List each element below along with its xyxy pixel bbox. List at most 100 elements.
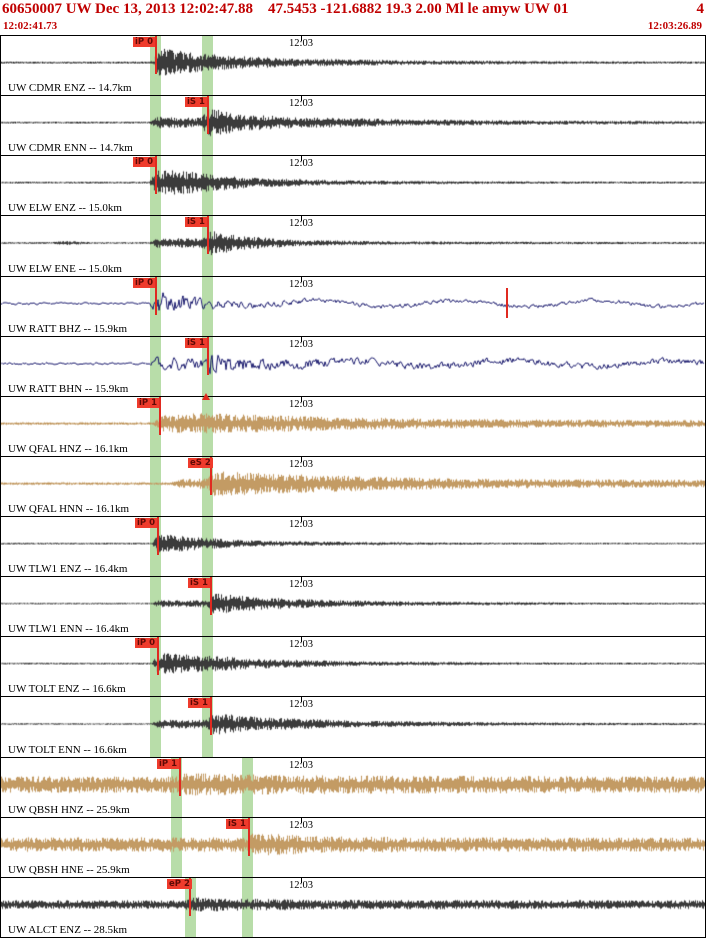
phase-pick-line[interactable] bbox=[157, 637, 159, 676]
event-header: 60650007 UW Dec 13, 2013 12:02:47.88 47.… bbox=[0, 0, 706, 35]
phase-pick-label[interactable]: iP 0 bbox=[135, 518, 158, 529]
minute-tick bbox=[301, 757, 302, 763]
minute-tick bbox=[301, 156, 302, 162]
trace-row-2[interactable]: 12:03 UW CDMR ENN -- 14.7km iS 1 bbox=[1, 95, 705, 156]
waveform-canvas[interactable] bbox=[1, 396, 705, 456]
phase-pick-label[interactable]: eP 2 bbox=[167, 878, 192, 889]
phase-pick-label[interactable]: iS 1 bbox=[188, 578, 210, 589]
phase-pick-line[interactable] bbox=[207, 96, 209, 135]
trace-row-3[interactable]: 12:03 UW ELW ENZ -- 15.0km iP 0 bbox=[1, 155, 705, 216]
waveform-canvas[interactable] bbox=[1, 577, 705, 637]
trace-row-7[interactable]: 12:03 UW QFAL HNZ -- 16.1km iP 1 bbox=[1, 395, 705, 456]
minute-tick bbox=[301, 517, 302, 523]
phase-pick-line[interactable] bbox=[248, 817, 250, 856]
station-label: UW TOLT ENZ -- 16.6km bbox=[8, 683, 126, 696]
event-title: 60650007 UW Dec 13, 2013 12:02:47.88 47.… bbox=[2, 1, 569, 17]
time-tick-label: 12:03 bbox=[289, 519, 313, 531]
station-label: UW CDMR ENZ -- 14.7km bbox=[8, 82, 132, 95]
minute-tick bbox=[301, 697, 302, 703]
station-label: UW RATT BHN -- 15.9km bbox=[8, 382, 129, 395]
waveform-canvas[interactable] bbox=[1, 276, 705, 336]
waveform-canvas[interactable] bbox=[1, 36, 705, 96]
waveform-canvas[interactable] bbox=[1, 96, 705, 156]
time-tick-label: 12:03 bbox=[289, 278, 313, 290]
trace-row-14[interactable]: 12:03 UW QBSH HNE -- 25.9km iS 1 bbox=[1, 816, 705, 877]
phase-pick-label[interactable]: iS 1 bbox=[185, 97, 207, 108]
phase-pick-label[interactable]: iP 1 bbox=[137, 397, 160, 408]
phase-pick-label[interactable]: iP 0 bbox=[133, 277, 156, 288]
phase-pick-label[interactable]: iS 1 bbox=[185, 217, 207, 228]
trace-row-11[interactable]: 12:03 UW TOLT ENZ -- 16.6km iP 0 bbox=[1, 636, 705, 697]
phase-pick-label[interactable]: iS 1 bbox=[226, 818, 248, 829]
phase-pick-line[interactable] bbox=[157, 517, 159, 556]
phase-pick-line[interactable] bbox=[207, 336, 209, 375]
time-tick-label: 12:03 bbox=[289, 398, 313, 410]
waveform-canvas[interactable] bbox=[1, 817, 705, 877]
phase-pick-line[interactable] bbox=[210, 456, 212, 495]
trace-row-1[interactable]: 12:03 UW CDMR ENZ -- 14.7km iP 0 bbox=[1, 35, 705, 96]
time-tick-label: 12:03 bbox=[289, 338, 313, 350]
station-label: UW TLW1 ENZ -- 16.4km bbox=[8, 563, 128, 576]
station-label: UW TLW1 ENN -- 16.4km bbox=[8, 623, 129, 636]
time-tick-label: 12:03 bbox=[289, 759, 313, 771]
trace-row-5[interactable]: 12:03 UW RATT BHZ -- 15.9km iP 0 bbox=[1, 275, 705, 336]
event-flag: 4 bbox=[693, 1, 704, 18]
waveform-canvas[interactable] bbox=[1, 216, 705, 276]
minute-tick bbox=[301, 637, 302, 643]
time-tick-label: 12:03 bbox=[289, 879, 313, 891]
time-tick-label: 12:03 bbox=[289, 579, 313, 591]
station-label: UW RATT BHZ -- 15.9km bbox=[8, 322, 128, 335]
trace-row-13[interactable]: 12:03 UW QBSH HNZ -- 25.9km iP 1 bbox=[1, 756, 705, 817]
window-start-time: 12:02:41.73 bbox=[3, 20, 58, 32]
trace-row-12[interactable]: 12:03 UW TOLT ENN -- 16.6km iS 1 bbox=[1, 696, 705, 757]
station-label: UW ALCT ENZ -- 28.5km bbox=[8, 924, 128, 936]
station-label: UW TOLT ENN -- 16.6km bbox=[8, 743, 127, 756]
phase-pick-line[interactable] bbox=[155, 276, 157, 315]
time-tick-label: 12:03 bbox=[289, 699, 313, 711]
window-end-time: 12:03:26.89 bbox=[647, 20, 702, 32]
minute-tick bbox=[301, 456, 302, 462]
station-label: UW QBSH HNE -- 25.9km bbox=[8, 863, 130, 876]
waveform-canvas[interactable] bbox=[1, 456, 705, 517]
phase-pick-line[interactable] bbox=[207, 216, 209, 255]
waveform-canvas[interactable] bbox=[1, 757, 705, 817]
phase-pick-label[interactable]: eS 2 bbox=[188, 457, 213, 468]
phase-pick-label[interactable]: iS 1 bbox=[188, 698, 210, 709]
waveform-canvas[interactable] bbox=[1, 156, 705, 216]
phase-pick-label[interactable]: iP 0 bbox=[135, 638, 158, 649]
minute-tick bbox=[301, 396, 302, 402]
phase-pick-line[interactable] bbox=[189, 877, 191, 916]
minute-tick bbox=[301, 877, 302, 883]
phase-pick-line[interactable] bbox=[210, 577, 212, 616]
phase-pick-line[interactable] bbox=[179, 757, 181, 796]
phase-pick-line[interactable] bbox=[155, 36, 157, 74]
waveform-canvas[interactable] bbox=[1, 637, 705, 697]
time-tick-label: 12:03 bbox=[289, 819, 313, 831]
station-label: UW QFAL HNN -- 16.1km bbox=[8, 503, 130, 516]
trace-row-15[interactable]: 12:03 UW ALCT ENZ -- 28.5km eP 2 bbox=[1, 876, 705, 937]
minute-tick bbox=[301, 36, 302, 41]
minute-tick bbox=[301, 96, 302, 102]
phase-pick-label[interactable]: iP 0 bbox=[133, 157, 156, 168]
trace-row-6[interactable]: 12:03 UW RATT BHN -- 15.9km iS 1 bbox=[1, 335, 705, 400]
phase-pick-line[interactable] bbox=[210, 697, 212, 736]
phase-pick-label[interactable]: iS 1 bbox=[185, 337, 207, 348]
trace-row-10[interactable]: 12:03 UW TLW1 ENN -- 16.4km iS 1 bbox=[1, 576, 705, 637]
phase-pick-line[interactable] bbox=[159, 396, 161, 435]
waveform-canvas[interactable] bbox=[1, 877, 705, 937]
minute-tick bbox=[301, 276, 302, 282]
station-label: UW QBSH HNZ -- 25.9km bbox=[8, 803, 130, 816]
phase-pick-label[interactable]: iP 1 bbox=[157, 758, 180, 769]
waveform-canvas[interactable] bbox=[1, 336, 705, 396]
waveform-canvas[interactable] bbox=[1, 697, 705, 757]
phase-pick-line[interactable] bbox=[155, 156, 157, 195]
trace-row-4[interactable]: 12:03 UW ELW ENE -- 15.0km iS 1 bbox=[1, 215, 705, 276]
minute-tick bbox=[301, 336, 302, 342]
trace-row-8[interactable]: 12:03 UW QFAL HNN -- 16.1km eS 2 bbox=[1, 455, 705, 517]
glitch-mark bbox=[506, 287, 508, 318]
phase-pick-label[interactable]: iP 0 bbox=[133, 37, 156, 47]
trace-row-9[interactable]: 12:03 UW TLW1 ENZ -- 16.4km iP 0 bbox=[1, 516, 705, 577]
waveform-canvas[interactable] bbox=[1, 517, 705, 577]
arrival-triangle-marker bbox=[202, 392, 210, 400]
